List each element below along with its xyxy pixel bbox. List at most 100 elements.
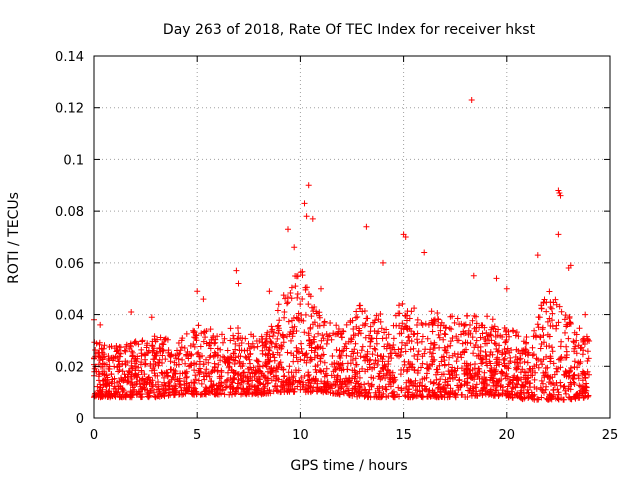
data-point <box>182 370 189 377</box>
data-point <box>341 343 348 350</box>
data-point <box>316 309 323 316</box>
data-point <box>531 363 538 370</box>
data-point <box>352 383 359 390</box>
data-point <box>414 336 420 343</box>
data-point <box>294 348 301 355</box>
data-point <box>377 311 384 317</box>
data-point <box>585 355 592 362</box>
data-point <box>252 383 258 390</box>
data-point <box>122 361 129 368</box>
data-point <box>507 358 514 365</box>
data-point <box>159 385 165 392</box>
data-point <box>249 370 256 377</box>
data-point <box>427 378 434 385</box>
data-point <box>162 356 169 363</box>
data-point <box>303 359 310 366</box>
data-point <box>543 308 550 315</box>
data-point <box>160 347 167 354</box>
data-point <box>313 386 320 393</box>
data-point <box>288 284 295 291</box>
data-point <box>337 355 344 361</box>
data-point <box>214 387 221 393</box>
data-point <box>504 391 511 398</box>
x-tick-label: 0 <box>90 428 98 443</box>
y-tick-label: 0.12 <box>55 102 84 117</box>
data-point <box>499 369 506 376</box>
data-point <box>316 314 323 321</box>
y-tick-label: 0.14 <box>55 50 84 65</box>
data-point <box>128 376 135 382</box>
data-point <box>237 353 244 360</box>
data-point <box>256 338 263 344</box>
data-point <box>493 387 500 394</box>
data-point <box>165 349 172 356</box>
data-point <box>540 380 546 387</box>
data-point <box>422 346 429 353</box>
data-point <box>320 335 327 342</box>
data-point <box>435 331 442 338</box>
data-point <box>190 384 197 391</box>
data-point <box>418 393 425 400</box>
data-point <box>359 343 366 350</box>
data-point <box>414 351 421 358</box>
data-point <box>229 379 236 386</box>
data-point <box>111 383 118 390</box>
data-point <box>530 351 537 358</box>
data-point <box>235 325 241 331</box>
data-point <box>231 350 237 357</box>
data-point <box>249 391 256 398</box>
data-point <box>432 393 438 400</box>
data-point <box>408 338 415 345</box>
data-point <box>459 349 466 356</box>
data-point <box>236 342 243 349</box>
data-point <box>396 330 403 337</box>
data-point <box>322 387 329 394</box>
data-point <box>370 375 377 382</box>
data-point <box>183 373 190 380</box>
data-point <box>290 358 297 365</box>
data-point <box>133 380 140 387</box>
data-point <box>135 371 142 378</box>
data-point <box>571 393 578 400</box>
data-point <box>277 389 284 396</box>
data-point <box>251 344 258 351</box>
data-point <box>205 359 212 366</box>
data-point <box>254 358 261 365</box>
data-point <box>172 368 179 375</box>
data-point <box>521 358 528 365</box>
data-point <box>317 385 323 392</box>
data-point <box>312 345 319 352</box>
data-point <box>152 372 159 379</box>
data-point <box>568 396 575 403</box>
data-point <box>431 341 438 348</box>
data-point <box>544 395 551 402</box>
data-point <box>285 382 292 389</box>
data-point <box>476 375 483 382</box>
data-point <box>202 370 209 376</box>
data-point <box>445 361 452 368</box>
data-point <box>203 366 210 373</box>
data-point <box>352 332 358 339</box>
data-point <box>390 378 397 385</box>
data-point <box>233 389 240 396</box>
data-point <box>517 369 524 376</box>
data-point <box>171 359 178 366</box>
data-point <box>437 327 444 334</box>
data-point <box>269 351 276 358</box>
data-point <box>431 379 438 386</box>
data-point <box>226 391 233 398</box>
data-point <box>541 339 547 346</box>
data-point <box>214 333 221 340</box>
data-point <box>115 368 122 375</box>
data-point <box>467 322 473 328</box>
data-point <box>449 335 456 341</box>
data-point <box>557 357 564 363</box>
data-point <box>136 388 143 395</box>
data-point <box>330 390 337 397</box>
data-point <box>305 301 312 308</box>
data-point <box>468 390 475 397</box>
data-point <box>131 339 138 346</box>
data-point <box>404 340 410 347</box>
data-point <box>212 352 218 359</box>
data-point <box>199 391 206 398</box>
